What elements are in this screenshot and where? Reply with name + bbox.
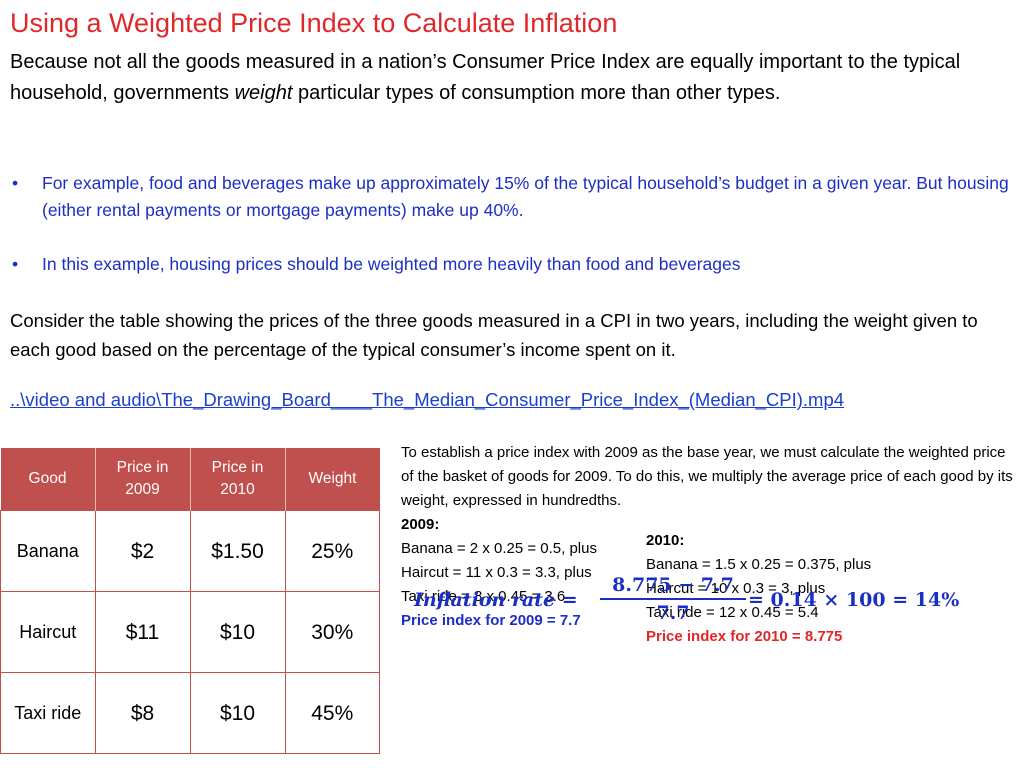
- formula-denominator: 7.7: [656, 602, 690, 624]
- consider-paragraph: Consider the table showing the prices of…: [10, 310, 978, 360]
- bullet-marker: •: [12, 254, 19, 274]
- cell-weight: 45%: [284, 672, 380, 754]
- header-good: Good: [0, 448, 96, 511]
- header-price-2010: Price in 2010: [190, 448, 286, 511]
- explanation-text: To establish a price index with 2009 as …: [401, 444, 1013, 509]
- slide-title: Using a Weighted Price Index to Calculat…: [10, 8, 618, 38]
- calc-2009: 2009: Banana = 2 x 0.25 = 0.5, plus Hair…: [401, 513, 597, 633]
- cell-price-2010: $10: [189, 672, 286, 754]
- bullet-list: • For example, food and beverages make u…: [10, 170, 1010, 278]
- intro-text-before: Because not all the goods measured in a …: [10, 51, 961, 104]
- bullet-marker: •: [12, 173, 19, 193]
- calc-2010-line: Taxi ride = 12 x 0.45 = 5.4: [646, 604, 819, 621]
- intro-paragraph: Because not all the goods measured in a …: [10, 47, 1015, 109]
- formula-lhs: Inflation rate =: [414, 589, 578, 611]
- table-header-row: Good Price in 2009 Price in 2010 Weight: [0, 448, 380, 511]
- cell-price-2009: $11: [94, 591, 191, 673]
- cell-weight: 30%: [284, 591, 380, 673]
- bullet-text: For example, food and beverages make up …: [42, 173, 1009, 220]
- formula-numerator: 8.775 − 7.7: [612, 574, 734, 596]
- intro-text-after: particular types of consumption more tha…: [292, 82, 781, 104]
- calc-2010: 2010: Banana = 1.5 x 0.25 = 0.375, plus …: [646, 529, 871, 649]
- bullet-item: • In this example, housing prices should…: [10, 251, 1010, 278]
- calc-2009-line: Taxi ride = 8 x 0.45 = 3.6: [401, 588, 566, 605]
- bullet-item: • For example, food and beverages make u…: [10, 170, 1010, 224]
- table-row: Haircut $11 $10 30%: [0, 591, 380, 673]
- cell-good: Banana: [0, 510, 96, 592]
- calc-2010-line: Haircut = 10 x 0.3 = 3, plus: [646, 580, 826, 597]
- price-table: Good Price in 2009 Price in 2010 Weight …: [0, 448, 380, 754]
- cell-price-2009: $2: [94, 510, 191, 592]
- formula-fraction: 8.775 − 7.7 7.7: [600, 574, 746, 624]
- cell-good: Taxi ride: [0, 672, 96, 754]
- calc-2010-line: Banana = 1.5 x 0.25 = 0.375, plus: [646, 556, 872, 573]
- cell-price-2010: $1.50: [189, 510, 286, 592]
- bullet-text: In this example, housing prices should b…: [42, 254, 741, 274]
- intro-emphasis: weight: [234, 82, 293, 104]
- calc-2009-result: Price index for 2009 = 7.7: [401, 612, 581, 629]
- calc-2009-line: Banana = 2 x 0.25 = 0.5, plus: [401, 540, 597, 557]
- table-row: Taxi ride $8 $10 45%: [0, 672, 380, 754]
- cell-good: Haircut: [0, 591, 96, 673]
- video-link[interactable]: ..\video and audio\The_Drawing_Board____…: [10, 389, 845, 410]
- header-weight: Weight: [285, 448, 380, 511]
- cell-weight: 25%: [284, 510, 380, 592]
- cell-price-2009: $8: [94, 672, 191, 754]
- cell-price-2010: $10: [189, 591, 286, 673]
- calc-2010-heading: 2010:: [646, 532, 685, 549]
- calc-2009-heading: 2009:: [401, 516, 440, 533]
- formula-rhs: = 0.14 × 100 = 14%: [748, 589, 960, 611]
- fraction-bar: [600, 598, 746, 600]
- header-price-2009: Price in 2009: [95, 448, 191, 511]
- calc-2009-line: Haircut = 11 x 0.3 = 3.3, plus: [401, 564, 592, 581]
- calc-2010-result: Price index for 2010 = 8.775: [646, 628, 843, 645]
- table-row: Banana $2 $1.50 25%: [0, 510, 380, 592]
